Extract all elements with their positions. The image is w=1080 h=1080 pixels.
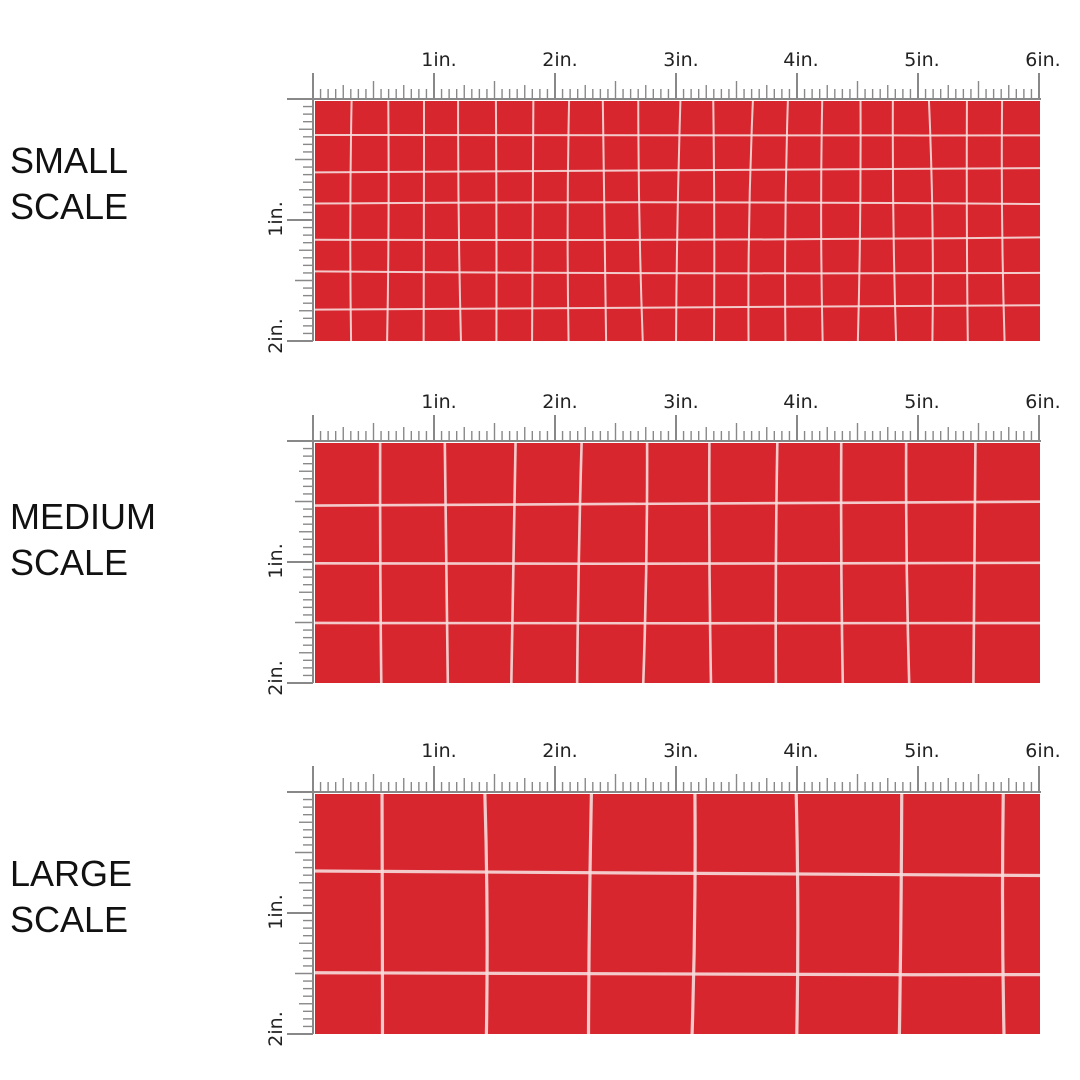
gingham-grid <box>315 101 1040 341</box>
grid-line-vertical <box>927 101 934 341</box>
ruler: 1in. 2in. 3in. 4in. 5in. 6in. 1in. 2in. <box>265 740 1061 1047</box>
ruler-top-label: 3in. <box>663 391 698 413</box>
grid-line-vertical <box>747 101 754 341</box>
grid-line-horizontal <box>315 561 1040 566</box>
scale-label: LARGE SCALE <box>10 851 132 943</box>
fabric-swatch <box>315 794 1040 1034</box>
ruler-top-label: 2in. <box>542 391 577 413</box>
ruler: 1in. 2in. 3in. 4in. 5in. 6in. 1in. 2in. <box>265 391 1061 696</box>
section-medium-scale: MEDIUM SCALE 1in. 2in. 3in. 4in. 5in. 6i… <box>0 342 1080 702</box>
grid-line-vertical <box>965 101 969 341</box>
fabric-swatch <box>315 101 1040 341</box>
ruler-ticks <box>287 415 1041 684</box>
gingham-grid <box>315 794 1040 1034</box>
grid-line-vertical <box>494 101 498 341</box>
grid-line-vertical <box>897 794 904 1034</box>
grid-line-vertical <box>690 794 697 1034</box>
grid-line-vertical <box>566 101 571 341</box>
grid-line-horizontal <box>315 304 1040 311</box>
scale-label: SMALL SCALE <box>10 138 128 230</box>
scale-label-line2: SCALE <box>10 899 129 940</box>
ruler-top-label: 6in. <box>1025 49 1060 71</box>
ruler-top-label: 2in. <box>542 740 577 762</box>
ruler-top-label: 5in. <box>904 391 939 413</box>
ruler-top-label: 1in. <box>421 391 456 413</box>
ruler-ticks <box>287 766 1041 1035</box>
grid-line-vertical <box>794 794 800 1034</box>
grid-line-vertical <box>1000 794 1006 1034</box>
ruler-side-label: 2in. <box>265 318 287 353</box>
grid-line-vertical <box>891 101 898 341</box>
scale-label-line1: MEDIUM <box>10 496 156 537</box>
grid-line-vertical <box>586 794 593 1034</box>
gingham-grid <box>315 443 1040 683</box>
ruler-top-label: 5in. <box>904 740 939 762</box>
grid-line-horizontal <box>315 500 1040 507</box>
scale-label-line1: SMALL <box>10 140 129 181</box>
ruler-top-label: 3in. <box>663 740 698 762</box>
scale-label-line2: SCALE <box>10 542 129 583</box>
ruler-top-label: 4in. <box>783 391 818 413</box>
scale-label: MEDIUM SCALE <box>10 494 156 586</box>
scale-label-line2: SCALE <box>10 186 129 227</box>
ruler-top-label: 4in. <box>783 49 818 71</box>
ruler-top-label: 1in. <box>421 740 456 762</box>
grid-line-vertical <box>675 101 682 341</box>
fabric-background <box>315 794 1040 1034</box>
grid-line-horizontal <box>315 971 1040 977</box>
ruler-top-label: 1in. <box>421 49 456 71</box>
ruler-top-label: 2in. <box>542 49 577 71</box>
grid-line-vertical <box>820 101 824 341</box>
ruler-side-label: 1in. <box>265 201 287 236</box>
ruler-side-label: 1in. <box>265 543 287 578</box>
grid-line-horizontal <box>315 167 1040 174</box>
ruler-side-label: 1in. <box>265 894 287 929</box>
ruler-ticks <box>287 73 1041 342</box>
section-small-scale: SMALL SCALE 1in. 2in. 3in. 4in. 5in. 6in… <box>0 0 1080 360</box>
grid-line-horizontal <box>315 270 1040 275</box>
fabric-swatch <box>315 443 1040 683</box>
grid-line-vertical <box>531 101 535 341</box>
grid-line-horizontal <box>315 236 1040 242</box>
section-large-scale: LARGE SCALE 1in. 2in. 3in. 4in. 5in. 6in… <box>0 693 1080 1053</box>
ruler-top-label: 4in. <box>783 740 818 762</box>
grid-line-vertical <box>457 101 462 341</box>
grid-line-horizontal <box>315 869 1040 878</box>
scale-label-line1: LARGE <box>10 853 133 894</box>
ruler-side-label: 2in. <box>265 660 287 695</box>
ruler-top-label: 6in. <box>1025 740 1060 762</box>
grid-line-vertical <box>1000 101 1006 341</box>
ruler-side-label: 2in. <box>265 1011 287 1046</box>
ruler: 1in. 2in. 3in. 4in. 5in. 6in. 1in. 2in. <box>265 49 1061 354</box>
ruler-top-label: 3in. <box>663 49 698 71</box>
ruler-top-label: 5in. <box>904 49 939 71</box>
grid-line-horizontal <box>315 201 1040 206</box>
ruler-top-label: 6in. <box>1025 391 1060 413</box>
grid-line-vertical <box>386 101 390 341</box>
grid-line-vertical <box>637 101 644 341</box>
grid-line-vertical <box>349 101 353 341</box>
grid-line-vertical <box>483 794 489 1034</box>
grid-line-vertical <box>784 101 789 341</box>
grid-line-vertical <box>712 101 716 341</box>
grid-line-vertical <box>601 101 608 341</box>
grid-line-vertical <box>856 101 862 341</box>
